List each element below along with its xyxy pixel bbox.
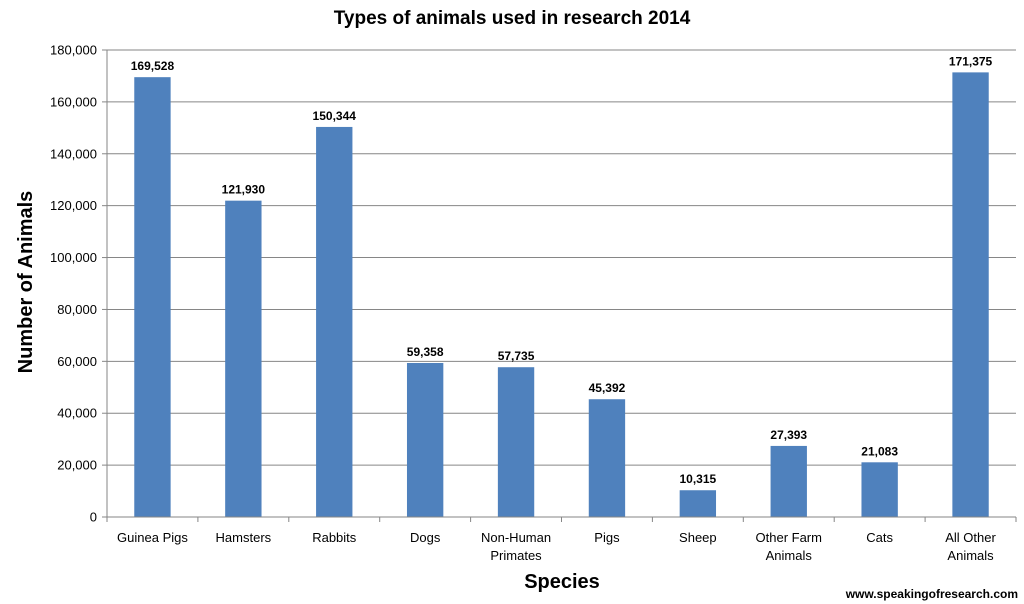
x-axis-title: Species xyxy=(524,571,600,593)
data-label: 45,392 xyxy=(589,381,626,395)
data-label: 27,393 xyxy=(770,428,807,442)
y-tick-label: 100,000 xyxy=(50,250,97,265)
bar xyxy=(225,200,262,517)
bar xyxy=(316,126,353,517)
x-tick-label: Hamsters xyxy=(216,530,272,545)
y-tick-label: 40,000 xyxy=(57,406,97,421)
y-tick-label: 120,000 xyxy=(50,198,97,213)
x-tick-label: Animals xyxy=(947,548,994,563)
watermark-text: www.speakingofresearch.com xyxy=(845,587,1018,601)
bar xyxy=(134,77,171,518)
data-label: 150,344 xyxy=(313,109,357,123)
x-axis-ticks: Guinea Pigs Hamsters Rabbits Dogs Non-Human P… xyxy=(117,530,996,563)
data-label: 169,528 xyxy=(131,59,175,73)
x-tick-label: Sheep xyxy=(679,530,717,545)
bar xyxy=(497,367,535,517)
y-tick-label: 140,000 xyxy=(50,146,97,161)
bar xyxy=(679,490,717,517)
y-tick-label: 60,000 xyxy=(57,354,97,369)
y-axis-ticks: 0 20,000 40,000 60,000 80,000 100,000 120,000 1… xyxy=(50,43,97,525)
y-tick-label: 80,000 xyxy=(57,302,97,317)
x-tick-label: Guinea Pigs xyxy=(117,530,188,545)
data-label: 121,930 xyxy=(222,183,266,197)
y-tick-label: 180,000 xyxy=(50,43,97,58)
x-tick-label: Non-Human xyxy=(481,530,551,545)
y-tick-label: 0 xyxy=(90,510,97,525)
bar xyxy=(406,362,444,517)
x-tick-label: Animals xyxy=(766,548,813,563)
data-labels: 169,528 121,930 150,344 59,358 57,735 45,392 1… xyxy=(131,54,993,486)
x-tick-label: Rabbits xyxy=(312,530,357,545)
x-tick-label: Dogs xyxy=(410,530,441,545)
bar xyxy=(861,462,898,517)
data-label: 57,735 xyxy=(498,349,535,363)
bar xyxy=(588,399,626,517)
y-tick-label: 160,000 xyxy=(50,94,97,109)
x-tick-label: All Other xyxy=(945,530,996,545)
bars xyxy=(134,72,989,518)
x-tick-label: Other Farm xyxy=(756,530,822,545)
chart-title: Types of animals used in research 2014 xyxy=(334,8,691,29)
axes xyxy=(102,49,1017,522)
x-tick-label: Cats xyxy=(866,530,893,545)
bar xyxy=(952,72,989,518)
bar xyxy=(770,445,807,517)
data-label: 21,083 xyxy=(861,444,898,458)
y-axis-title: Number of Animals xyxy=(15,191,37,374)
y-tick-label: 20,000 xyxy=(57,458,97,473)
data-label: 10,315 xyxy=(679,472,716,486)
x-tick-label: Primates xyxy=(490,548,542,563)
data-label: 171,375 xyxy=(949,54,993,68)
x-tick-label: Pigs xyxy=(594,530,620,545)
data-label: 59,358 xyxy=(407,345,444,359)
